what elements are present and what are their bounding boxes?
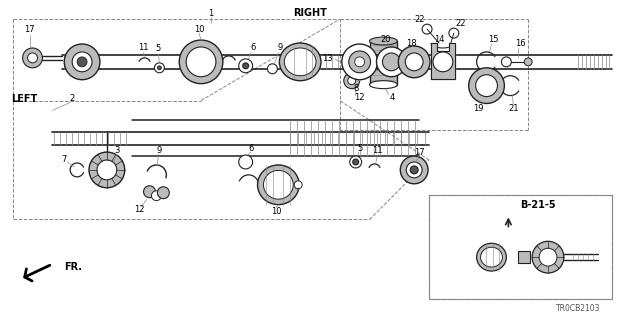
Text: 19: 19 — [474, 104, 484, 113]
Text: 17: 17 — [414, 148, 424, 156]
Circle shape — [532, 241, 564, 273]
Text: RIGHT: RIGHT — [293, 8, 327, 18]
Circle shape — [410, 166, 418, 174]
Text: LEFT: LEFT — [11, 93, 37, 104]
Text: 9: 9 — [278, 44, 283, 52]
Text: 20: 20 — [380, 35, 390, 44]
Ellipse shape — [279, 43, 321, 81]
Text: 4: 4 — [390, 93, 395, 102]
Circle shape — [353, 159, 358, 165]
Circle shape — [157, 187, 170, 199]
Ellipse shape — [369, 81, 397, 89]
Circle shape — [349, 156, 362, 168]
Circle shape — [239, 59, 253, 73]
Text: 21: 21 — [508, 104, 518, 113]
Circle shape — [152, 191, 161, 201]
Ellipse shape — [257, 165, 299, 204]
Circle shape — [294, 181, 302, 189]
Circle shape — [422, 24, 432, 34]
Text: 17: 17 — [24, 25, 35, 34]
Text: 14: 14 — [434, 35, 444, 44]
Text: 22: 22 — [456, 19, 466, 28]
Text: 6: 6 — [248, 144, 253, 153]
Text: 2: 2 — [70, 94, 75, 103]
Circle shape — [72, 52, 92, 72]
Text: 15: 15 — [488, 35, 499, 44]
Circle shape — [376, 47, 406, 77]
Circle shape — [22, 48, 42, 68]
Circle shape — [186, 47, 216, 77]
Circle shape — [400, 156, 428, 184]
Circle shape — [468, 68, 504, 103]
Ellipse shape — [264, 171, 293, 199]
Text: 11: 11 — [138, 44, 148, 52]
Circle shape — [405, 53, 423, 71]
Text: 9: 9 — [157, 146, 162, 155]
Text: 5: 5 — [357, 144, 362, 153]
Text: 6: 6 — [250, 44, 255, 52]
Circle shape — [524, 58, 532, 66]
Circle shape — [243, 63, 248, 69]
Text: 22: 22 — [415, 15, 426, 24]
Text: 16: 16 — [515, 38, 525, 48]
Circle shape — [433, 52, 453, 72]
Text: B-21-5: B-21-5 — [520, 200, 556, 210]
Circle shape — [539, 248, 557, 266]
Circle shape — [77, 57, 87, 67]
Text: 11: 11 — [372, 146, 383, 155]
Ellipse shape — [369, 37, 397, 45]
Circle shape — [349, 51, 371, 73]
Circle shape — [501, 57, 511, 67]
Text: 12: 12 — [355, 93, 365, 102]
Circle shape — [97, 160, 116, 180]
Circle shape — [449, 28, 459, 38]
Circle shape — [143, 186, 156, 198]
Text: 10: 10 — [194, 25, 204, 34]
Circle shape — [344, 73, 360, 89]
Circle shape — [154, 63, 164, 73]
Circle shape — [239, 155, 253, 169]
Text: 7: 7 — [61, 156, 67, 164]
Circle shape — [406, 162, 422, 178]
Text: 1: 1 — [209, 9, 214, 18]
Ellipse shape — [477, 243, 506, 271]
Circle shape — [342, 44, 378, 80]
Ellipse shape — [481, 247, 502, 267]
Text: TR0CB2103: TR0CB2103 — [556, 304, 600, 313]
Circle shape — [383, 53, 400, 71]
Bar — [429, 195, 612, 299]
Circle shape — [268, 64, 277, 74]
Circle shape — [398, 46, 430, 78]
Text: 13: 13 — [323, 54, 333, 63]
Text: 8: 8 — [353, 84, 358, 93]
Text: 18: 18 — [406, 38, 417, 48]
Bar — [429, 195, 612, 299]
Ellipse shape — [284, 48, 316, 76]
Polygon shape — [431, 43, 455, 79]
Text: 10: 10 — [271, 207, 282, 216]
Text: 3: 3 — [114, 146, 120, 155]
Circle shape — [157, 66, 161, 70]
Text: 5: 5 — [156, 44, 161, 53]
Circle shape — [476, 75, 497, 97]
Circle shape — [179, 40, 223, 84]
Circle shape — [355, 57, 365, 67]
Circle shape — [348, 77, 356, 85]
Text: FR.: FR. — [64, 262, 82, 272]
Bar — [518, 251, 530, 263]
Circle shape — [89, 152, 125, 188]
Bar — [369, 41, 397, 85]
Text: 12: 12 — [134, 205, 145, 214]
Circle shape — [64, 44, 100, 80]
Circle shape — [28, 53, 38, 63]
